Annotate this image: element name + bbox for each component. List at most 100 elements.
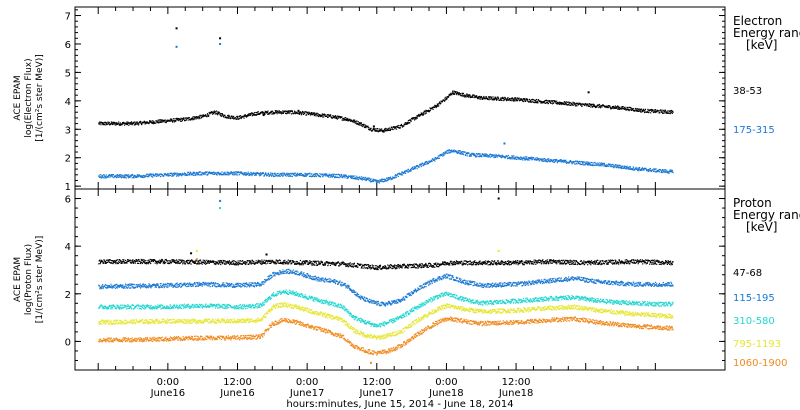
data-point [271,172,273,175]
data-point [303,262,305,264]
data-point [176,261,178,264]
data-point [611,107,613,109]
data-point [502,262,504,264]
data-point [160,119,162,121]
data-point [556,160,558,162]
data-point [233,172,235,175]
data-point [475,154,477,156]
data-point [492,98,494,100]
data-point [489,153,491,155]
data-point [384,130,386,132]
data-point [392,177,394,179]
data-point [623,108,625,110]
data-point [296,175,298,177]
data-point [108,260,110,262]
data-point [569,259,571,261]
data-point [315,175,317,178]
data-point [562,259,564,261]
data-point [368,180,370,182]
data-point [386,130,388,132]
data-point [638,167,640,170]
data-point [279,262,281,264]
data-point [232,174,234,176]
data-point [371,264,373,266]
data-point [561,159,563,161]
data-point [338,262,340,264]
data-point [159,261,161,263]
data-point [480,97,482,99]
data-point [114,122,116,124]
data-point [547,161,549,163]
data-point [528,262,530,264]
data-point [488,261,490,263]
data-point [101,174,103,176]
data-point [451,150,453,152]
data-point [425,110,427,112]
data-point [130,122,132,124]
data-point [196,116,198,118]
data-point [498,155,500,157]
data-point [336,262,338,264]
data-point [590,103,593,105]
data-point [215,172,217,174]
data-point [384,265,386,267]
data-point [554,101,556,103]
data-point [299,174,301,177]
data-point [621,167,623,170]
data-point [127,259,129,261]
data-point [672,171,674,173]
data-point [639,167,641,169]
data-point [657,170,659,172]
data-point [190,172,192,174]
data-point [662,171,664,173]
data-point [236,171,238,173]
data-point [182,117,184,119]
data-point [380,268,382,270]
data-point [314,112,316,114]
data-point [197,261,199,263]
data-point [557,160,559,162]
data-point [564,160,566,162]
data-point [538,158,540,160]
data-point [198,263,200,265]
data-point [624,165,626,167]
data-point [439,154,441,156]
data-point [291,172,293,174]
data-point [523,263,525,265]
data-point [236,264,238,266]
data-point [433,158,436,160]
outlier-point [503,142,506,145]
data-point [511,97,514,99]
data-point [611,164,613,166]
data-point [181,172,183,174]
data-point [171,173,173,175]
data-point [323,264,325,266]
data-point [100,176,102,178]
data-point [593,104,595,106]
data-point [598,105,600,107]
data-point [620,108,622,110]
data-point [457,260,459,263]
data-point [348,119,350,122]
data-point [122,259,124,261]
data-point [117,174,119,176]
data-point [663,169,665,171]
data-point [475,95,477,97]
data-point [287,110,289,112]
data-point [526,156,528,158]
data-point [345,119,347,121]
data-point [251,172,253,174]
data-point [570,261,572,263]
data-point [580,103,582,105]
data-point [328,114,330,116]
data-point [388,178,390,180]
data-point [203,262,205,265]
data-point [233,262,235,264]
data-point [376,181,378,183]
data-point [264,262,266,264]
data-point [318,175,320,177]
data-point [624,108,626,110]
data-point [461,151,463,153]
data-point [337,261,339,263]
data-point [216,112,218,114]
